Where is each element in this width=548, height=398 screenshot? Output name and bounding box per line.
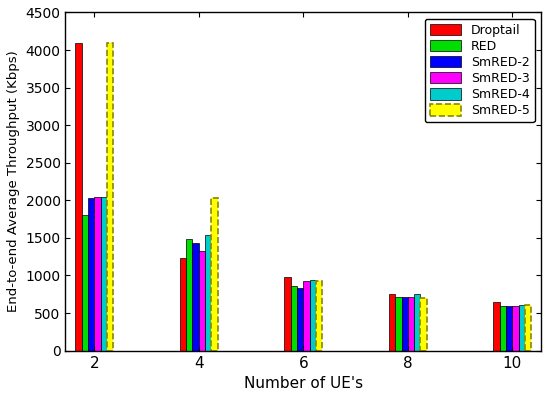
Bar (310, 280, 316, 351)
Legend: Droptail, RED, SmRED-2, SmRED-3, SmRED-4, SmRED-5: Droptail, RED, SmRED-2, SmRED-3, SmRED-4… (425, 19, 535, 122)
Bar (506, 306, 512, 351)
Bar (414, 293, 420, 351)
Bar (205, 235, 212, 351)
Bar (94, 197, 100, 351)
Bar (500, 306, 506, 351)
Bar (291, 287, 297, 351)
Bar (518, 305, 525, 351)
Bar (494, 302, 500, 351)
Y-axis label: End-to-end Average Throughput (Kbps): End-to-end Average Throughput (Kbps) (7, 51, 20, 312)
Bar (100, 197, 107, 351)
Bar (180, 258, 186, 351)
Bar (212, 199, 218, 351)
Bar (316, 281, 322, 351)
Bar (395, 297, 402, 351)
Bar (212, 199, 218, 351)
Bar (525, 305, 531, 351)
Bar (303, 281, 310, 351)
Bar (199, 251, 205, 351)
Bar (297, 287, 303, 351)
Bar (82, 215, 88, 351)
Bar (420, 298, 426, 351)
Bar (192, 243, 199, 351)
Bar (402, 297, 408, 351)
Bar (389, 293, 395, 351)
Bar (107, 43, 113, 351)
Bar (408, 297, 414, 351)
Bar (88, 198, 94, 351)
X-axis label: Number of UE's: Number of UE's (244, 376, 363, 391)
Bar (512, 306, 518, 351)
Bar (107, 43, 113, 351)
Bar (186, 240, 192, 351)
Bar (284, 277, 291, 351)
Bar (316, 281, 322, 351)
Bar (76, 43, 82, 351)
Bar (420, 298, 426, 351)
Bar (525, 305, 531, 351)
